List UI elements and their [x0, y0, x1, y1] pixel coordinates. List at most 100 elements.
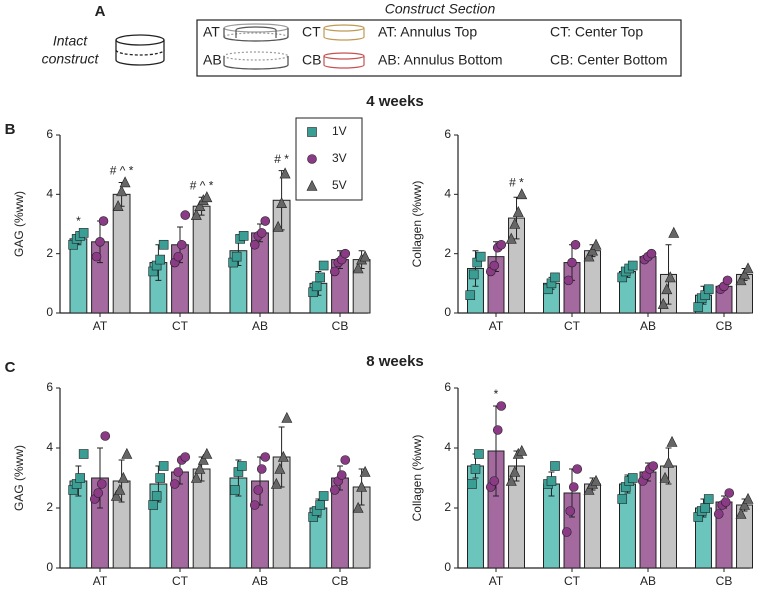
- data-point: [722, 275, 733, 286]
- data-point: [249, 500, 260, 510]
- data-point: [75, 473, 85, 483]
- section-desc: CT: Center Top: [550, 24, 643, 40]
- data-point: [561, 527, 572, 537]
- data-point: [509, 465, 521, 477]
- data-point: [587, 244, 599, 256]
- significance-label: # ^ *: [110, 164, 134, 178]
- data-point: [256, 464, 267, 474]
- y-tick-label: 4: [444, 440, 451, 454]
- data-point: [590, 474, 602, 486]
- significance-label: # *: [509, 176, 524, 190]
- panel-label: B: [5, 121, 16, 138]
- significance-label: *: [494, 387, 499, 401]
- data-point: [194, 200, 206, 211]
- data-point: [572, 464, 583, 474]
- section-desc: CB: Center Bottom: [550, 52, 668, 68]
- y-axis-label: Collagen (%ww): [410, 435, 424, 522]
- data-point: [550, 272, 560, 283]
- x-tick-label: AB: [252, 319, 268, 333]
- y-axis-label: Collagen (%ww): [410, 181, 424, 268]
- data-point: [274, 462, 286, 474]
- data-point: [158, 239, 169, 250]
- box-title: Construct Section: [385, 1, 496, 17]
- error-bar: [472, 250, 479, 287]
- intact-label: construct: [42, 51, 100, 67]
- data-point: [155, 473, 165, 483]
- significance-label: # ^ *: [190, 178, 214, 192]
- x-tick-label: AT: [93, 574, 108, 588]
- data-point: [512, 205, 524, 217]
- bar: [639, 256, 657, 314]
- bar: [192, 205, 211, 314]
- data-point: [546, 476, 557, 486]
- data-point: [230, 485, 240, 495]
- data-point: [272, 220, 284, 232]
- data-point: [590, 238, 602, 250]
- bar: [69, 238, 88, 314]
- data-point: [617, 494, 628, 504]
- data-point: [78, 228, 89, 238]
- data-point: [739, 498, 751, 510]
- data-point: [340, 455, 351, 465]
- data-point: [260, 216, 271, 226]
- data-point: [703, 494, 714, 504]
- x-tick-label: CB: [332, 574, 349, 588]
- significance-label: # *: [274, 152, 289, 166]
- section-code: CB: [302, 52, 321, 68]
- bar: [584, 483, 601, 569]
- data-point: [735, 507, 747, 519]
- x-tick-label: CT: [172, 319, 189, 333]
- data-point: [148, 500, 158, 510]
- data-point: [190, 208, 202, 220]
- data-point: [663, 456, 675, 468]
- data-point: [158, 461, 169, 471]
- data-point: [570, 239, 581, 250]
- bar: [543, 483, 560, 569]
- data-point: [489, 260, 500, 271]
- legend-marker: [307, 154, 317, 164]
- data-point: [194, 462, 206, 474]
- data-point: [114, 483, 126, 495]
- y-tick-label: 4: [46, 187, 53, 201]
- data-point: [151, 491, 162, 501]
- x-tick-label: AT: [489, 319, 504, 333]
- data-point: [359, 250, 371, 262]
- data-point: [742, 492, 754, 504]
- data-point: [96, 479, 107, 489]
- data-point: [352, 501, 364, 513]
- y-tick-label: 2: [46, 246, 53, 260]
- section-box: [196, 19, 682, 77]
- section-code: AT: [203, 24, 220, 40]
- intact-icon: [115, 34, 165, 66]
- data-point: [197, 453, 209, 465]
- x-tick-label: CT: [564, 574, 581, 588]
- data-point: [657, 297, 669, 309]
- data-point: [315, 500, 325, 510]
- section-desc: AB: Annulus Bottom: [378, 52, 503, 68]
- x-tick-label: AB: [640, 319, 656, 333]
- y-tick-label: 0: [444, 560, 451, 574]
- heading: 4 weeks: [366, 93, 424, 110]
- data-point: [475, 251, 486, 262]
- data-point: [467, 479, 477, 489]
- data-point: [190, 471, 202, 483]
- data-point: [700, 503, 711, 513]
- data-point: [315, 272, 325, 283]
- data-point: [180, 210, 191, 220]
- section-code: CT: [302, 24, 321, 40]
- data-point: [238, 231, 249, 241]
- data-point: [583, 250, 595, 262]
- section-code: AB: [203, 52, 222, 68]
- data-point: [260, 452, 271, 462]
- y-tick-label: 4: [46, 440, 53, 454]
- data-point: [470, 464, 481, 474]
- data-point: [311, 281, 322, 292]
- data-point: [256, 228, 267, 238]
- data-point: [648, 461, 659, 471]
- legend-label: 1V: [332, 124, 347, 138]
- data-point: [661, 283, 673, 295]
- data-point: [474, 449, 484, 459]
- intact-label: Intact: [53, 33, 88, 49]
- y-tick-label: 6: [444, 380, 451, 394]
